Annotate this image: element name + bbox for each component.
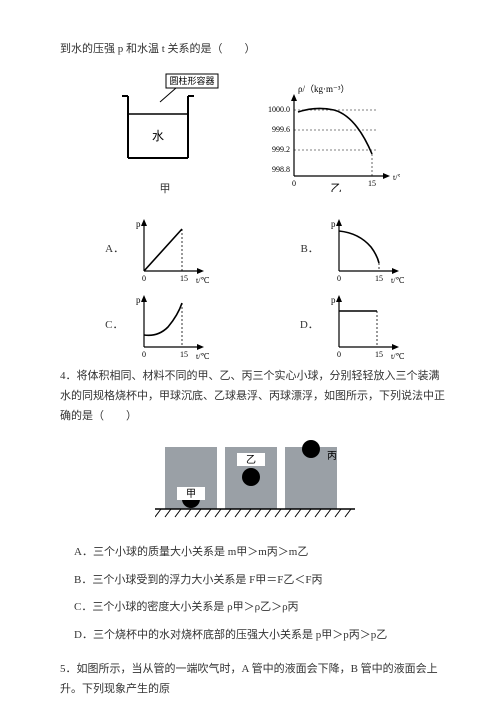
- svg-text:t/℃: t/℃: [196, 276, 209, 285]
- fig2-caption: 乙: [331, 182, 342, 192]
- beakers-svg: 甲 乙 丙: [155, 439, 355, 525]
- svg-text:t/℃: t/℃: [196, 352, 209, 361]
- q3-fig-jia: 圆柱形容器 水 甲: [110, 72, 220, 200]
- q4-stem: 4．将体积相同、材料不同的甲、乙、丙三个实心小球，分别轻轻放入三个装满水的同规格…: [60, 367, 450, 426]
- y-axis-label: ρ/（kg·m⁻³）: [298, 84, 349, 94]
- opt-B-graph: p 0 15 t/℃: [325, 215, 405, 285]
- ball-jia-label: 甲: [186, 489, 196, 500]
- svg-text:15: 15: [180, 274, 188, 283]
- q4-option-A: A．三个小球的质量大小关系是 m甲＞m丙＞m乙: [74, 543, 450, 563]
- label-D: D．: [300, 316, 319, 336]
- ytick-1000: 1000.0: [268, 105, 290, 114]
- q5-stem: 5．如图所示，当从管的一端吹气时，A 管中的液面会下降，B 管中的液面会上升。下…: [60, 660, 450, 700]
- svg-text:0: 0: [142, 350, 146, 359]
- label-C: C．: [105, 316, 123, 336]
- svg-text:t/℃: t/℃: [391, 276, 404, 285]
- q4-option-D: D．三个烧杯中的水对烧杯底部的压强大小关系是 p甲＞p丙＞p乙: [74, 626, 450, 646]
- density-graph: ρ/（kg·m⁻³） 1000.0 999.6 999.2 998.8 0 15…: [250, 82, 400, 192]
- q4-option-C: C．三个小球的密度大小关系是 ρ甲＞ρ乙＞ρ丙: [74, 598, 450, 618]
- q4-options: A．三个小球的质量大小关系是 m甲＞m丙＞m乙 B．三个小球受到的浮力大小关系是…: [74, 543, 450, 646]
- svg-text:15: 15: [180, 350, 188, 359]
- svg-text:0: 0: [142, 274, 146, 283]
- fig1-caption: 甲: [110, 180, 220, 200]
- ytick-9988: 998.8: [272, 165, 290, 174]
- opt-D-graph: p 0 15 t/℃: [325, 291, 405, 361]
- q3-figures: 圆柱形容器 水 甲 ρ/（kg·m⁻³） 1000.0 999.6: [60, 72, 450, 200]
- ball-yi-label: 乙: [246, 454, 256, 466]
- ytick-9996: 999.6: [272, 125, 290, 134]
- svg-text:p: p: [136, 219, 141, 229]
- q3-stem: 到水的压强 p 和水温 t 关系的是（ ）: [60, 40, 450, 60]
- label-B: B．: [300, 240, 318, 260]
- container-label-text: 圆柱形容器: [169, 75, 214, 86]
- svg-text:15: 15: [375, 274, 383, 283]
- xtick-0: 0: [292, 179, 296, 188]
- svg-text:p: p: [331, 295, 336, 305]
- q3-options-row1: A． p 0 15 t/℃ B． p 0 15 t/℃: [60, 215, 450, 285]
- svg-text:0: 0: [337, 274, 341, 283]
- q4-option-B: B．三个小球受到的浮力大小关系是 F甲＝F乙＜F丙: [74, 571, 450, 591]
- opt-C-graph: p 0 15 t/℃: [130, 291, 210, 361]
- svg-text:p: p: [136, 295, 141, 305]
- container-svg: 圆柱形容器 水: [110, 72, 220, 172]
- ball-bing-label: 丙: [327, 451, 337, 462]
- svg-text:0: 0: [337, 350, 341, 359]
- q3-option-B: B． p 0 15 t/℃: [300, 215, 404, 285]
- label-A: A．: [105, 240, 124, 260]
- q3-fig-yi: ρ/（kg·m⁻³） 1000.0 999.6 999.2 998.8 0 15…: [250, 82, 400, 200]
- q3-option-A: A． p 0 15 t/℃: [105, 215, 210, 285]
- q3-options-row2: C． p 0 15 t/℃ D． p 0 15 t/℃: [60, 291, 450, 361]
- q3-option-D: D． p 0 15 t/℃: [300, 291, 405, 361]
- x-axis-label: t/℃: [393, 173, 400, 182]
- opt-A-graph: p 0 15 t/℃: [130, 215, 210, 285]
- xtick-15: 15: [368, 179, 376, 188]
- svg-text:15: 15: [375, 350, 383, 359]
- q4-figure: 甲 乙 丙: [60, 439, 450, 525]
- svg-text:t/℃: t/℃: [391, 352, 404, 361]
- ytick-9992: 999.2: [272, 145, 290, 154]
- water-label: 水: [152, 129, 164, 143]
- svg-text:p: p: [331, 219, 336, 229]
- q3-option-C: C． p 0 15 t/℃: [105, 291, 209, 361]
